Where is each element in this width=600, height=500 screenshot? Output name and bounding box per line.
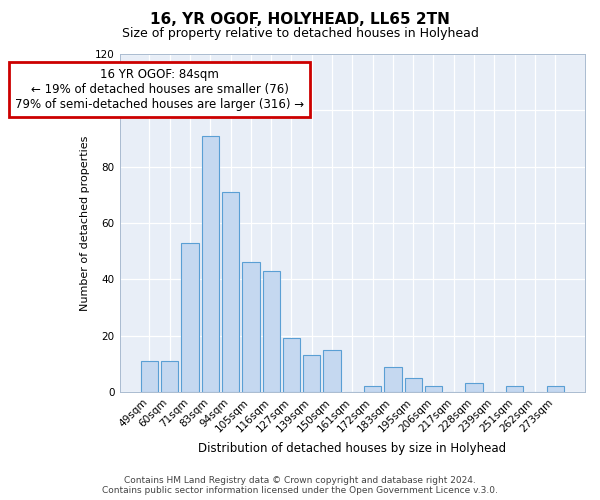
Bar — [425, 386, 442, 392]
Bar — [222, 192, 239, 392]
Bar — [181, 242, 199, 392]
Bar — [303, 356, 320, 392]
Bar — [263, 271, 280, 392]
Bar — [547, 386, 564, 392]
Bar — [384, 366, 401, 392]
Bar — [364, 386, 381, 392]
Text: Contains public sector information licensed under the Open Government Licence v.: Contains public sector information licen… — [102, 486, 498, 495]
Bar — [141, 361, 158, 392]
Y-axis label: Number of detached properties: Number of detached properties — [80, 136, 89, 310]
Text: 16 YR OGOF: 84sqm
← 19% of detached houses are smaller (76)
79% of semi-detached: 16 YR OGOF: 84sqm ← 19% of detached hous… — [15, 68, 304, 111]
Bar — [404, 378, 422, 392]
Bar — [506, 386, 523, 392]
Bar — [283, 338, 300, 392]
X-axis label: Distribution of detached houses by size in Holyhead: Distribution of detached houses by size … — [198, 442, 506, 455]
Text: 16, YR OGOF, HOLYHEAD, LL65 2TN: 16, YR OGOF, HOLYHEAD, LL65 2TN — [150, 12, 450, 28]
Bar — [202, 136, 219, 392]
Text: Size of property relative to detached houses in Holyhead: Size of property relative to detached ho… — [122, 28, 478, 40]
Text: Contains HM Land Registry data © Crown copyright and database right 2024.: Contains HM Land Registry data © Crown c… — [124, 476, 476, 485]
Bar — [242, 262, 260, 392]
Bar — [466, 384, 482, 392]
Bar — [323, 350, 341, 392]
Bar — [161, 361, 178, 392]
